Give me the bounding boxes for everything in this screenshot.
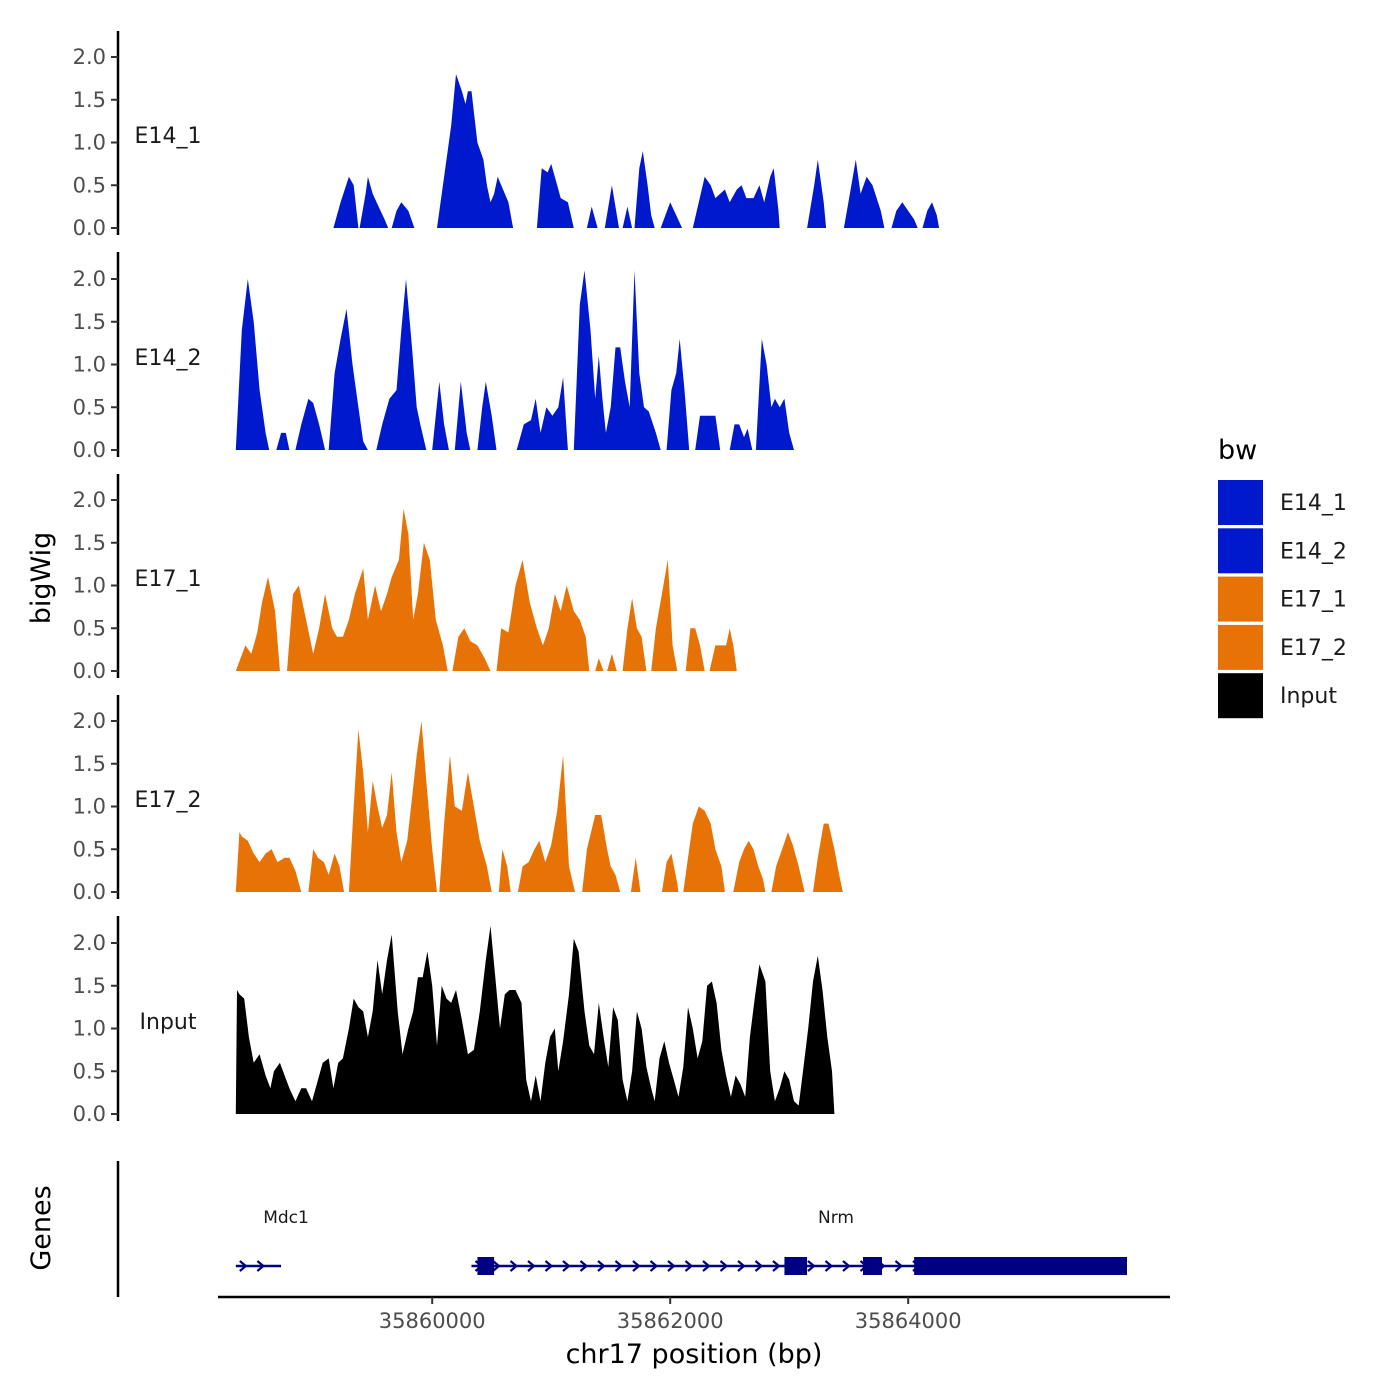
- gene-label: Nrm: [818, 1208, 854, 1228]
- track-label: E14_1: [135, 124, 202, 149]
- legend-swatch: [1218, 673, 1263, 719]
- track-e14-1: 0.0 0.5 1.0 1.5 2.0 E14_1: [73, 31, 940, 240]
- legend-swatch: [1218, 528, 1263, 574]
- strand-arrow: [842, 1260, 851, 1272]
- strand-arrow: [824, 1260, 834, 1272]
- strand-arrow: [544, 1260, 554, 1272]
- legend-item: E17_2: [1218, 624, 1347, 670]
- y-tick-label: 2.0: [73, 709, 106, 733]
- bigwig-tracks: 0.0 0.5 1.0 1.5 2.0 E14_1 0.0 0.5 1.0 1.5 2.0 E14_2…: [73, 31, 940, 1126]
- y-tick-label: 0.0: [73, 659, 106, 683]
- legend-item: E14_2: [1218, 528, 1347, 574]
- strand-arrow: [667, 1260, 676, 1272]
- y-tick-label: 1.0: [73, 1017, 106, 1041]
- y-tick-label: 0.5: [73, 395, 106, 419]
- strand-arrow: [702, 1260, 711, 1272]
- y-tick-label: 1.0: [73, 574, 106, 598]
- y-tick-label: 1.0: [73, 795, 106, 819]
- y-tick-label: 1.5: [73, 531, 106, 555]
- y-tick-label: 2.0: [73, 267, 106, 291]
- gene-mdc1: Mdc1: [235, 1208, 309, 1272]
- strand-arrow: [684, 1260, 694, 1272]
- track-label: Input: [140, 1010, 197, 1035]
- exon: [477, 1257, 495, 1275]
- strand-arrow: [597, 1260, 606, 1272]
- x-tick-label: 35860000: [379, 1309, 486, 1333]
- legend-title: bw: [1218, 435, 1257, 466]
- y-tick-label: 1.0: [73, 131, 106, 155]
- coverage-area-e14-1: [333, 74, 940, 228]
- exon: [914, 1257, 1127, 1275]
- track-e14-2: 0.0 0.5 1.0 1.5 2.0 E14_2: [73, 252, 795, 462]
- track-label: E14_2: [135, 346, 202, 371]
- strand-arrow: [256, 1260, 266, 1272]
- strand-arrow: [527, 1260, 536, 1272]
- strand-arrow: [562, 1260, 571, 1272]
- legend-swatch: [1218, 480, 1263, 525]
- legend-item: E14_1: [1218, 480, 1347, 525]
- strand-arrow: [719, 1260, 729, 1272]
- y-tick-label: 1.5: [73, 752, 106, 776]
- y-tick-label: 1.0: [73, 353, 106, 377]
- strand-arrow: [509, 1260, 519, 1272]
- strand-arrow: [894, 1260, 904, 1272]
- strand-arrow: [737, 1260, 746, 1272]
- strand-arrow: [492, 1260, 501, 1272]
- y-tick-label: 0.5: [73, 173, 106, 197]
- y-tick-label: 0.0: [73, 1102, 106, 1126]
- y-tick-label: 2.0: [73, 931, 106, 955]
- y-tick-label: 1.5: [73, 88, 106, 112]
- legend-label: E17_2: [1280, 636, 1347, 661]
- exon: [862, 1257, 883, 1275]
- strand-arrow: [239, 1260, 248, 1272]
- y-tick-label: 0.5: [73, 616, 106, 640]
- track-label: E17_1: [135, 567, 202, 592]
- x-tick-label: 35862000: [617, 1309, 724, 1333]
- y-tick-label: 1.5: [73, 310, 106, 334]
- legend-label: E14_2: [1280, 539, 1347, 564]
- legend-item: E17_1: [1218, 576, 1347, 622]
- y-tick-label: 0.0: [73, 438, 106, 462]
- strand-arrow: [649, 1260, 659, 1272]
- y-tick-label: 1.5: [73, 974, 106, 998]
- strand-arrow: [632, 1260, 641, 1272]
- legend-item: Input: [1218, 673, 1337, 719]
- coverage-area-e17-1: [235, 508, 737, 671]
- gene-track: Mdc1 Nrm: [116, 1161, 1127, 1297]
- coverage-area-e14-2: [235, 270, 795, 450]
- y-tick-label: 0.0: [73, 880, 106, 904]
- track-label: E17_2: [135, 788, 202, 813]
- x-axis: 35860000 35862000 35864000: [218, 1295, 1170, 1333]
- y-tick-label: 0.5: [73, 1059, 106, 1083]
- strand-arrow: [614, 1260, 624, 1272]
- legend: bw E14_1 E14_2 E17_1 E17_2 Input: [1218, 435, 1347, 719]
- legend-swatch: [1218, 624, 1263, 670]
- gene-nrm: Nrm: [471, 1208, 1127, 1275]
- y-tick-label: 2.0: [73, 45, 106, 69]
- y-tick-label: 2.0: [73, 488, 106, 512]
- legend-label: Input: [1280, 684, 1337, 709]
- y-axis-title: bigWig: [26, 532, 57, 625]
- coverage-area-e17-2: [235, 721, 843, 892]
- x-axis-title: chr17 position (bp): [566, 1339, 823, 1370]
- gene-label: Mdc1: [263, 1208, 309, 1228]
- track-e17-1: 0.0 0.5 1.0 1.5 2.0 E17_1: [73, 474, 737, 683]
- coverage-area-input: [235, 925, 835, 1114]
- legend-label: E14_1: [1280, 491, 1347, 516]
- strand-arrow: [579, 1260, 589, 1272]
- exon: [784, 1257, 808, 1275]
- genes-axis-title: Genes: [26, 1185, 57, 1270]
- strand-arrow: [807, 1260, 816, 1272]
- legend-swatch: [1218, 576, 1263, 622]
- strand-arrow: [772, 1260, 781, 1272]
- track-e17-2: 0.0 0.5 1.0 1.5 2.0 E17_2: [73, 695, 843, 904]
- y-tick-label: 0.5: [73, 837, 106, 861]
- y-tick-label: 0.0: [73, 216, 106, 240]
- track-input: 0.0 0.5 1.0 1.5 2.0 Input: [73, 916, 835, 1126]
- x-tick-label: 35864000: [855, 1309, 962, 1333]
- strand-arrow: [754, 1260, 764, 1272]
- legend-label: E17_1: [1280, 588, 1347, 613]
